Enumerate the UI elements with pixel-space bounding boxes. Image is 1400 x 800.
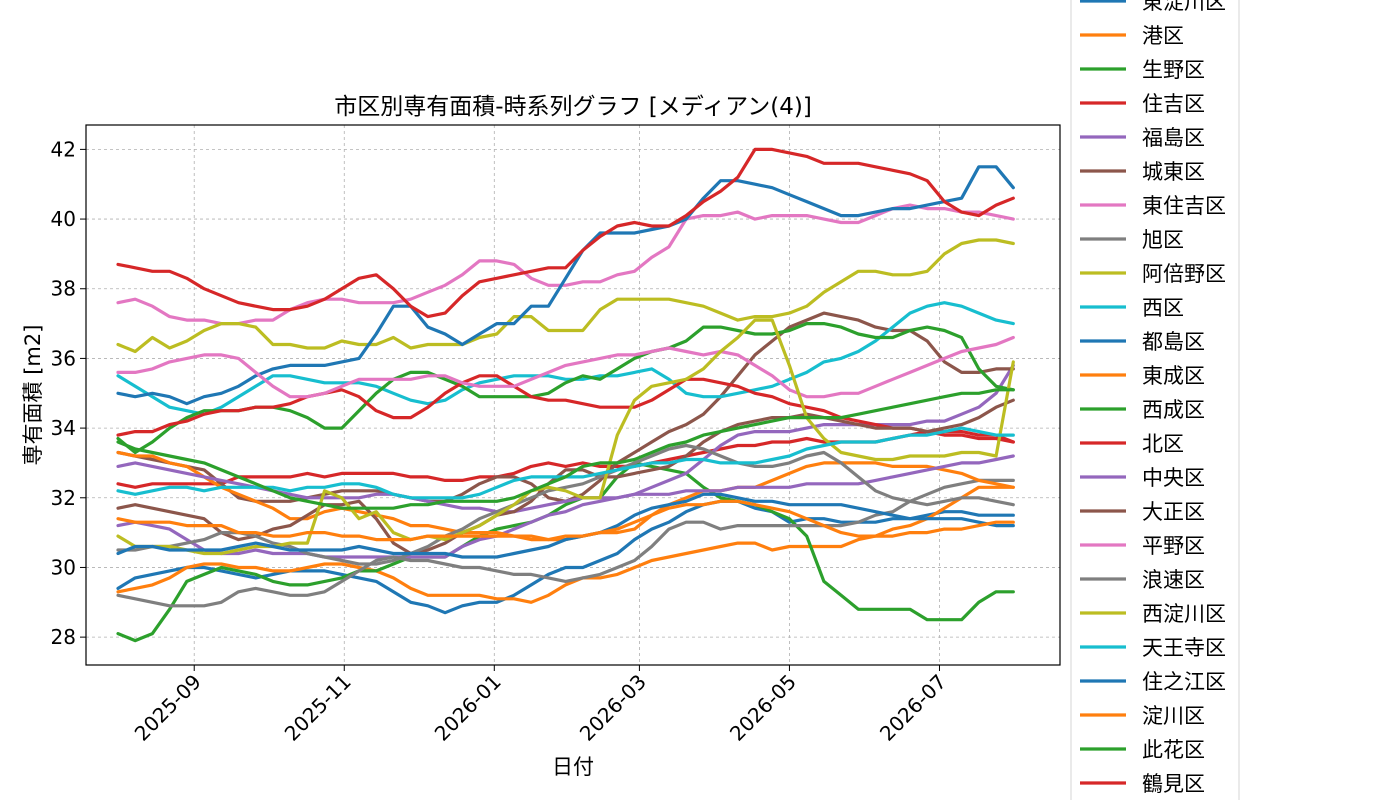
y-tick-label: 40: [51, 207, 76, 231]
legend-entry: 東成区: [1142, 364, 1205, 388]
plot-frame: [85, 124, 1061, 666]
grid: [86, 125, 1060, 665]
x-tick-label: 2025-09: [130, 670, 206, 746]
series-line: [116, 335, 1015, 399]
y-tick-label: 34: [51, 416, 76, 440]
legend-entry: 西区: [1142, 296, 1184, 320]
x-axis: 2025-09 2025-11 2026-01 2026-03 2026-05 2026-…: [130, 665, 951, 746]
legend-entry: 西淀川区: [1142, 602, 1226, 626]
series-lines: [116, 147, 1015, 643]
legend-entry: 住之江区: [1142, 670, 1226, 694]
series-line: [116, 301, 1015, 416]
legend-entry: 浪速区: [1142, 568, 1205, 592]
series-line: [116, 203, 1015, 326]
series-line: [116, 165, 1015, 406]
series-line: [116, 238, 1015, 354]
legend-entry: 城東区: [1142, 160, 1205, 184]
series-line: [116, 478, 1015, 608]
series-line: [116, 499, 1015, 615]
legend-entry: 北区: [1142, 432, 1184, 456]
legend-entry: 住吉区: [1142, 92, 1205, 116]
y-axis: 28 30 32 34 36 38 40 42: [51, 137, 86, 649]
y-tick-label: 28: [51, 625, 76, 649]
series-line: [116, 363, 1015, 559]
legend: 東淀川区港区生野区住吉区福島区城東区東住吉区旭区阿倍野区西区都島区東成区西成区北…: [1070, 0, 1240, 800]
legend-entry: 天王寺区: [1142, 636, 1226, 660]
y-tick-label: 42: [51, 137, 76, 161]
legend-entry: 平野区: [1142, 534, 1205, 558]
legend-entry: 東住吉区: [1142, 194, 1226, 218]
legend-entry: 此花区: [1142, 738, 1205, 762]
y-tick-label: 32: [51, 486, 76, 510]
legend-entry: 都島区: [1142, 330, 1205, 354]
legend-entry: 鶴見区: [1142, 772, 1205, 796]
x-tick-label: 2026-03: [575, 670, 651, 746]
y-tick-label: 36: [51, 346, 76, 370]
legend-entry: 港区: [1142, 24, 1184, 48]
series-line: [116, 147, 1015, 319]
series-line: [116, 485, 1015, 604]
series-line: [116, 499, 1015, 542]
x-tick-label: 2026-05: [725, 670, 801, 746]
legend-entry: 阿倍野区: [1142, 262, 1226, 286]
chart-title: 市区別専有面積-時系列グラフ [メディアン(4)]: [334, 94, 812, 120]
legend-entry: 生野区: [1142, 58, 1205, 82]
legend-frame: [1070, 0, 1240, 800]
legend-entry: 東淀川区: [1142, 0, 1226, 14]
series-line: [116, 461, 1015, 643]
y-tick-label: 30: [51, 555, 76, 579]
x-tick-label: 2026-07: [875, 670, 951, 746]
series-line: [116, 388, 1015, 510]
legend-entry: 西成区: [1142, 398, 1205, 422]
legend-entry: 中央区: [1142, 466, 1205, 490]
series-line: [116, 398, 1015, 556]
series-line: [116, 318, 1015, 556]
series-line: [116, 443, 1015, 566]
y-tick-label: 38: [51, 277, 76, 301]
legend-entry: 大正区: [1142, 500, 1205, 524]
x-tick-label: 2026-01: [430, 670, 506, 746]
x-axis-label: 日付: [552, 755, 594, 779]
series-line: [116, 374, 1015, 444]
series-line: [116, 492, 1015, 559]
legend-entry: 淀川区: [1142, 704, 1205, 728]
y-axis-label: 専有面積 [m2]: [21, 325, 45, 466]
legend-entry: 旭区: [1142, 228, 1184, 252]
x-tick-label: 2025-11: [280, 670, 356, 746]
legend-entry: 福島区: [1142, 126, 1205, 150]
